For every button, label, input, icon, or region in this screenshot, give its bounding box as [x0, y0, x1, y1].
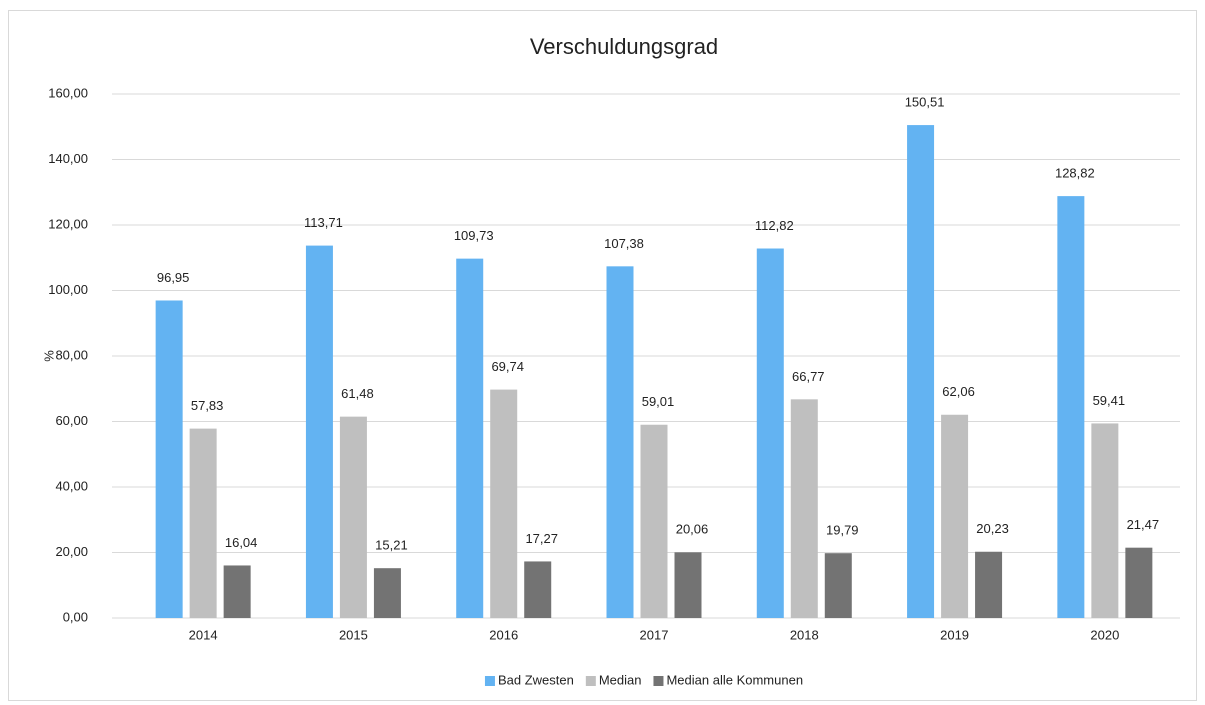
x-tick-label: 2015 [339, 627, 368, 642]
data-label: 57,83 [191, 398, 224, 413]
data-label: 19,79 [826, 523, 859, 538]
bar [189, 428, 217, 618]
data-label: 112,82 [755, 218, 794, 233]
x-tick-label: 2014 [189, 627, 218, 642]
data-label: 21,47 [1127, 517, 1160, 532]
x-tick-label: 2020 [1090, 627, 1119, 642]
bar [1091, 423, 1119, 618]
bar [790, 399, 818, 618]
y-tick-label: 100,00 [48, 282, 88, 297]
bar [373, 568, 401, 618]
bar [824, 553, 852, 618]
bar [640, 424, 668, 618]
bar [305, 245, 333, 619]
y-tick-label: 0,00 [63, 609, 88, 624]
data-label: 109,73 [454, 228, 494, 243]
y-tick-label: 160,00 [48, 85, 88, 100]
data-label: 69,74 [491, 359, 524, 374]
y-tick-label: 140,00 [48, 151, 88, 166]
bar [975, 551, 1003, 618]
bar [941, 414, 969, 618]
x-tick-label: 2018 [790, 627, 819, 642]
legend-swatch [585, 676, 596, 686]
data-label: 113,71 [304, 215, 343, 230]
y-axis-label: % [41, 350, 56, 362]
x-tick-label: 2019 [940, 627, 969, 642]
bar [674, 552, 702, 618]
data-label: 17,27 [525, 531, 558, 546]
data-label: 16,04 [225, 535, 258, 550]
y-tick-label: 40,00 [55, 478, 88, 493]
data-label: 66,77 [792, 369, 825, 384]
data-label: 107,38 [604, 236, 644, 251]
bar [155, 300, 183, 618]
bar [756, 248, 784, 618]
data-label: 59,41 [1093, 393, 1126, 408]
data-label: 15,21 [375, 538, 408, 553]
bar [907, 125, 935, 619]
data-label: 150,51 [905, 95, 945, 110]
legend-swatch [653, 676, 664, 686]
y-tick-label: 80,00 [55, 347, 88, 362]
data-label: 62,06 [942, 384, 975, 399]
legend-label: Bad Zwesten [498, 672, 574, 687]
data-label: 61,48 [341, 386, 374, 401]
legend-label: Median [599, 672, 642, 687]
bar [606, 266, 634, 618]
y-tick-label: 120,00 [48, 216, 88, 231]
bar [339, 416, 367, 618]
x-tick-label: 2016 [489, 627, 518, 642]
data-label: 20,23 [976, 521, 1009, 536]
x-tick-label: 2017 [640, 627, 669, 642]
chart-title: Verschuldungsgrad [530, 34, 718, 59]
bar [1057, 196, 1085, 618]
data-label: 59,01 [642, 394, 675, 409]
data-label: 128,82 [1055, 166, 1095, 181]
y-tick-label: 60,00 [55, 413, 88, 428]
bar [524, 561, 552, 618]
bar [490, 389, 518, 618]
legend-swatch [484, 676, 495, 686]
y-tick-label: 20,00 [55, 544, 88, 559]
data-label: 96,95 [157, 270, 190, 285]
data-label: 20,06 [676, 522, 709, 537]
bar [1125, 547, 1153, 618]
legend-label: Median alle Kommunen [666, 672, 803, 687]
bar [223, 565, 251, 618]
bar [456, 258, 484, 618]
